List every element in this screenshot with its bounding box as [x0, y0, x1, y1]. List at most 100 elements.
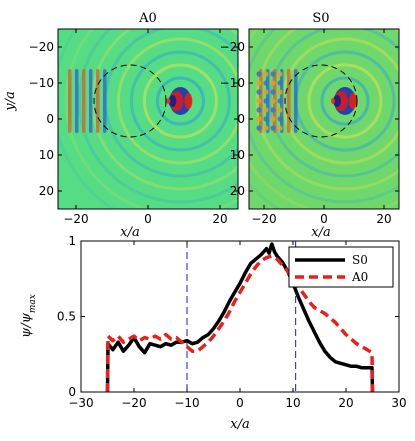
profile-xtick-label: 20 [338, 396, 353, 410]
wave-spot [256, 80, 262, 86]
s0-ytick-label: −10 [220, 76, 245, 90]
wave-spot [256, 71, 262, 77]
wave-ripple [249, 29, 399, 204]
s0-xlabel: x/a [311, 225, 330, 240]
profile-xtick-label: 0 [236, 396, 244, 410]
a0-ytick-label: −10 [29, 76, 54, 90]
a0-title: A0 [138, 11, 157, 26]
a0-ytick-label: −20 [29, 40, 54, 54]
wave-spot [277, 98, 283, 104]
wave-spot [277, 71, 283, 77]
a0-ytick-label: 0 [46, 112, 54, 126]
s0-ticks: −20 0 20 −20 −10 0 10 20 [220, 29, 399, 226]
wave-spot [256, 125, 262, 131]
wave-band [75, 69, 79, 133]
legend: S0 A0 [288, 246, 394, 288]
s0-ytick-label: 0 [237, 112, 245, 126]
series-line-s0 [105, 242, 375, 392]
a0-ylabel: y/a [3, 91, 18, 111]
wave-spot [277, 125, 283, 131]
legend-box [288, 246, 394, 288]
s0-wave-field [249, 29, 399, 209]
wave-spot [277, 80, 283, 86]
wave-ripple [116, 37, 238, 165]
wave-source-core [333, 95, 341, 107]
profile-series [105, 242, 375, 392]
wave-spot [256, 107, 262, 113]
profile-ticks: −30 −20 −10 0 10 20 30 0 0.5 1 [57, 234, 407, 410]
wave-spot [270, 125, 276, 131]
wave-band [96, 69, 100, 133]
a0-xlabel: x/a [120, 225, 139, 240]
legend-label-a0: A0 [351, 270, 368, 284]
profile-xtick-label: 10 [285, 396, 300, 410]
s0-ytick-label: 20 [230, 184, 245, 198]
wave-ripple [268, 29, 399, 178]
s0-xtick-label: 0 [320, 212, 328, 226]
wave-spot [263, 71, 269, 77]
a0-wave-field [58, 29, 238, 209]
a0-xtick-label: 0 [144, 212, 152, 226]
s0-ytick-label: 10 [230, 148, 245, 162]
wave-spot [270, 71, 276, 77]
a0-xtick-label: 20 [212, 212, 227, 226]
profile-xtick-label: −10 [174, 396, 199, 410]
wave-spot [263, 89, 269, 95]
legend-label-s0: S0 [352, 253, 368, 267]
panel-profile: −30 −20 −10 0 10 20 30 0 0.5 1 x/a ψ/ψmax S0 A0 [19, 234, 407, 432]
profile-xtick-label: 30 [391, 396, 406, 410]
s0-scatterer-circle [284, 64, 358, 138]
a0-ticks: −20 0 20 −20 −10 0 10 20 [29, 29, 238, 226]
wave-source-core [166, 98, 171, 104]
wave-band [68, 69, 72, 133]
wave-ripple [155, 76, 205, 126]
panel-s0: S0 x/a −20 0 20 −20 −10 0 10 20 [220, 11, 400, 240]
profile-ytick-label: 0 [68, 385, 76, 399]
wave-ripple [142, 63, 218, 139]
wave-band [82, 69, 86, 133]
wave-spot [256, 116, 262, 122]
wave-spot [270, 107, 276, 113]
panel-a0: A0 y/a x/a −20 0 20 −20 −10 0 10 20 [3, 11, 239, 240]
wave-source-core [349, 93, 357, 109]
wave-spot [270, 80, 276, 86]
wave-band [89, 69, 93, 133]
profile-ylabel: ψ/ψmax [19, 294, 38, 338]
a0-xtick-label: −20 [63, 212, 88, 226]
wave-ripple [77, 29, 238, 204]
wave-spot [270, 98, 276, 104]
wave-ripple [64, 29, 238, 209]
s0-xtick-label: 20 [376, 212, 391, 226]
s0-xtick-label: −20 [251, 212, 276, 226]
wave-source-core [331, 98, 335, 104]
wave-spot [263, 125, 269, 131]
wave-spot [270, 89, 276, 95]
wave-spot [277, 116, 283, 122]
a0-ytick-label: 10 [39, 148, 54, 162]
wave-ripple [320, 76, 370, 126]
wave-spot [277, 107, 283, 113]
wave-source-core [168, 95, 177, 107]
wave-spot [277, 89, 283, 95]
profile-ytick-label: 0.5 [57, 310, 76, 324]
wave-spot [256, 89, 262, 95]
a0-ytick-label: 20 [39, 184, 54, 198]
wave-spot [256, 98, 262, 104]
s0-title: S0 [312, 11, 329, 26]
wave-source-core [184, 93, 193, 109]
wave-spot [263, 98, 269, 104]
wave-ripple [307, 63, 383, 139]
wave-spot [263, 116, 269, 122]
profile-ylabel-sub: max [28, 294, 38, 313]
profile-xtick-label: −20 [121, 396, 146, 410]
a0-scatterer-circle [93, 64, 167, 138]
wave-spot [263, 107, 269, 113]
profile-xtick-label: −30 [68, 396, 93, 410]
profile-ytick-label: 1 [68, 234, 76, 248]
series-line-a0 [105, 254, 375, 392]
wave-ripple [129, 50, 231, 152]
wave-band [294, 69, 298, 133]
wave-spot [270, 116, 276, 122]
wave-band [103, 69, 107, 133]
